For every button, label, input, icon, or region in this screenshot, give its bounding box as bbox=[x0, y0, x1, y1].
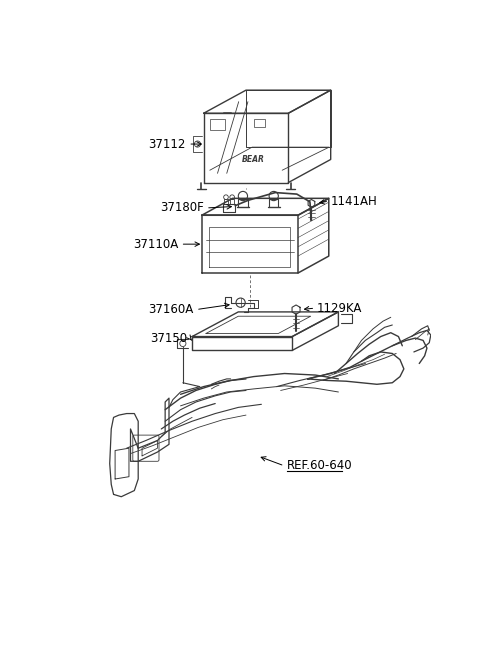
Text: REF.60-640: REF.60-640 bbox=[287, 459, 352, 472]
Bar bbox=[210, 119, 225, 130]
Bar bbox=[254, 119, 265, 127]
Text: 37110A: 37110A bbox=[133, 238, 178, 251]
Text: 1141AH: 1141AH bbox=[331, 195, 377, 208]
Text: 37160A: 37160A bbox=[148, 303, 193, 316]
Text: BEAR: BEAR bbox=[242, 155, 265, 164]
Text: 37112: 37112 bbox=[149, 138, 186, 151]
Text: 37150: 37150 bbox=[150, 331, 188, 345]
Text: 37180F: 37180F bbox=[160, 202, 204, 214]
Text: 1129KA: 1129KA bbox=[317, 301, 362, 314]
